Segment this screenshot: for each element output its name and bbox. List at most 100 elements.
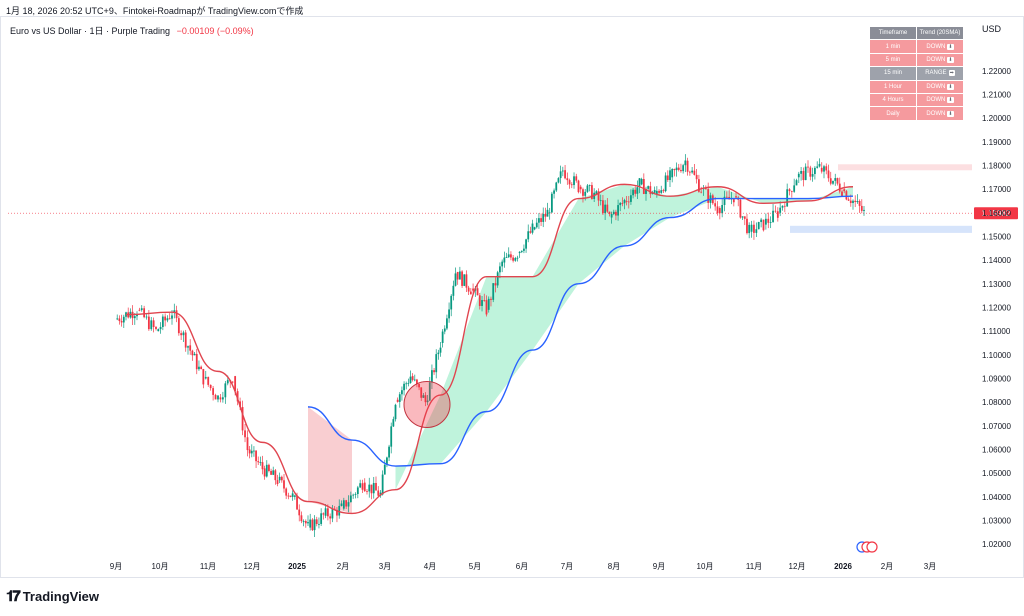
candle-body <box>707 189 710 203</box>
candle-body <box>296 495 298 510</box>
candle-body <box>816 166 819 168</box>
candle-body <box>494 283 497 286</box>
candle-body <box>241 407 244 431</box>
candle-body <box>383 464 386 475</box>
candle-body <box>653 190 656 193</box>
bullish-fill <box>395 184 853 490</box>
symbol-legend[interactable]: Euro vs US Dollar · 1日 · Purple Trading … <box>10 24 254 37</box>
candle-body <box>664 175 667 192</box>
y-tick-label: 1.22000 <box>982 67 1011 76</box>
y-tick-label: 1.17000 <box>982 185 1011 194</box>
candle-body <box>575 176 578 181</box>
candle-body <box>662 190 665 192</box>
x-tick-label: 9月 <box>110 562 122 571</box>
candle-body <box>739 199 742 218</box>
x-tick-label: 2月 <box>881 562 893 571</box>
slow-moving-average[interactable] <box>307 195 854 467</box>
trend-value: DOWN <box>926 43 946 50</box>
candle-body <box>274 470 277 481</box>
candle-body <box>748 224 751 234</box>
candle-body <box>293 495 296 497</box>
x-tick-label: 8月 <box>608 562 620 571</box>
fast-moving-average[interactable] <box>125 183 854 515</box>
tradingview-logo[interactable]: 𝟏𝟕 TradingView <box>6 588 99 605</box>
candle-body <box>366 491 368 492</box>
event-marker-icon[interactable] <box>866 541 878 553</box>
candle-body <box>166 318 169 321</box>
candle-body <box>253 450 255 452</box>
candle-body <box>542 213 545 222</box>
candle-body <box>338 505 341 516</box>
down-arrow-icon: ⬇ <box>947 56 954 63</box>
candle-body <box>147 316 150 330</box>
candle-body <box>420 387 423 398</box>
candle-body <box>858 201 861 206</box>
candle-body <box>686 160 689 172</box>
candle-body <box>120 321 123 323</box>
candle-body <box>546 209 549 217</box>
candle-body <box>248 449 251 454</box>
candle-body <box>329 516 332 519</box>
trend-cell: DOWN ⬇ <box>916 106 964 121</box>
candle-body <box>276 480 279 485</box>
candle-body <box>834 178 837 181</box>
trend-row: 1 Hour DOWN ⬇ <box>869 79 964 94</box>
candle-body <box>753 224 755 233</box>
candle-body <box>636 187 639 194</box>
candle-body <box>760 219 763 223</box>
candle-body <box>363 482 366 492</box>
candle-body <box>407 382 410 384</box>
candle-body <box>632 189 634 196</box>
candle-body <box>268 464 270 471</box>
current-price-tag <box>974 207 1018 220</box>
y-tick-label: 1.04000 <box>982 493 1011 502</box>
candle-body <box>159 326 162 330</box>
y-tick-label: 1.02000 <box>982 540 1011 549</box>
candle-body <box>852 200 854 204</box>
candle-body <box>682 165 685 172</box>
trend-row: Daily DOWN ⬇ <box>869 106 964 121</box>
candle-body <box>783 205 786 207</box>
timeframe-cell: 4 Hours <box>869 92 917 108</box>
candle-body <box>456 271 459 280</box>
candle-body <box>512 257 515 261</box>
candle-body <box>843 189 846 192</box>
candle-body <box>485 300 488 315</box>
candle-body <box>788 189 791 192</box>
candle-body <box>548 212 551 214</box>
candle-body <box>234 376 237 392</box>
candle-body <box>671 169 674 178</box>
candle-body <box>786 189 789 207</box>
y-tick-label: 1.05000 <box>982 469 1011 478</box>
candle-body <box>424 395 427 403</box>
candle-body <box>122 316 125 323</box>
candle-body <box>422 395 425 398</box>
candle-body <box>790 191 793 192</box>
candle-body <box>531 223 534 233</box>
candle-body <box>224 383 227 398</box>
support-zone[interactable] <box>790 225 972 233</box>
candle-body <box>465 274 468 288</box>
candle-body <box>307 522 309 524</box>
candle-body <box>280 476 283 481</box>
trend-row: 1 min DOWN ⬇ <box>869 39 964 54</box>
candle-body <box>221 397 224 400</box>
timeframe-cell: 1 Hour <box>869 79 917 94</box>
y-tick-label: 1.13000 <box>982 280 1011 289</box>
candle-body <box>150 320 153 330</box>
candle-body <box>540 218 542 222</box>
resistance-zone[interactable] <box>838 164 972 171</box>
candle-body <box>566 178 569 181</box>
down-arrow-icon: ⬇ <box>947 97 954 104</box>
candle-body <box>516 257 519 259</box>
candle-body <box>743 216 746 219</box>
candle-body <box>359 483 362 488</box>
candle-body <box>472 288 474 291</box>
candle-body <box>797 173 800 178</box>
candle-body <box>619 202 622 206</box>
x-tick-label: 10月 <box>697 562 714 571</box>
candle-body <box>767 218 770 223</box>
candle-body <box>270 470 272 475</box>
candle-body <box>195 353 198 370</box>
